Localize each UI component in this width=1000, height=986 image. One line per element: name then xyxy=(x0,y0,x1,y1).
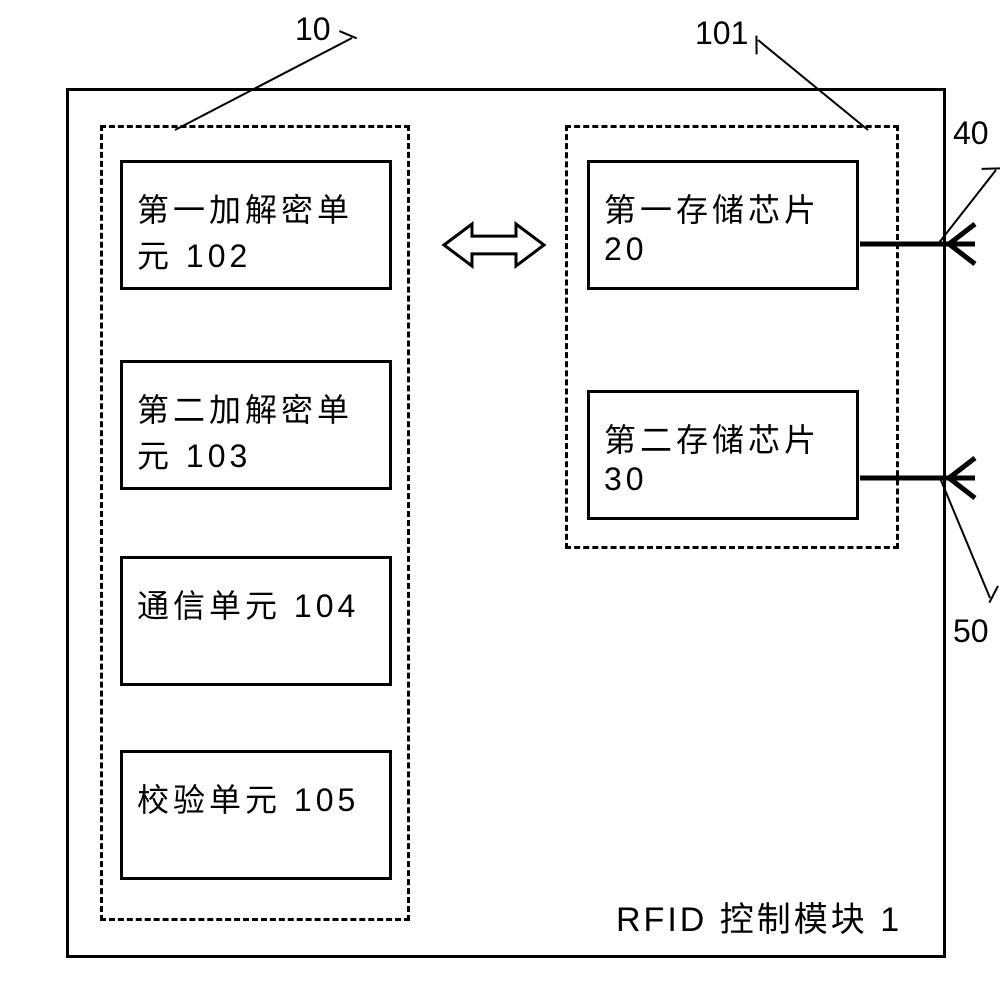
block-102-label: 第一加解密单元 102 xyxy=(137,185,375,277)
block-105: 校验单元 105 xyxy=(120,750,392,880)
block-104-label: 通信单元 104 xyxy=(137,581,375,627)
ref-label-101: 101 xyxy=(695,12,748,55)
block-103: 第二加解密单元 103 xyxy=(120,360,392,490)
block-104: 通信单元 104 xyxy=(120,556,392,686)
ref-label-10: 10 xyxy=(295,8,331,51)
block-20-label: 第一存储芯片 20 xyxy=(604,185,842,268)
rfid-module-title: RFID 控制模块 1 xyxy=(616,898,902,944)
ref-label-50: 50 xyxy=(953,610,989,653)
block-103-label: 第二加解密单元 103 xyxy=(137,385,375,477)
diagram-canvas: 第一加解密单元 102 第二加解密单元 103 通信单元 104 校验单元 10… xyxy=(0,0,1000,986)
block-102: 第一加解密单元 102 xyxy=(120,160,392,290)
ref-label-40: 40 xyxy=(953,112,989,155)
block-30-label: 第二存储芯片 30 xyxy=(604,415,842,498)
block-105-label: 校验单元 105 xyxy=(137,775,375,821)
block-30: 第二存储芯片 30 xyxy=(587,390,859,520)
block-20: 第一存储芯片 20 xyxy=(587,160,859,290)
